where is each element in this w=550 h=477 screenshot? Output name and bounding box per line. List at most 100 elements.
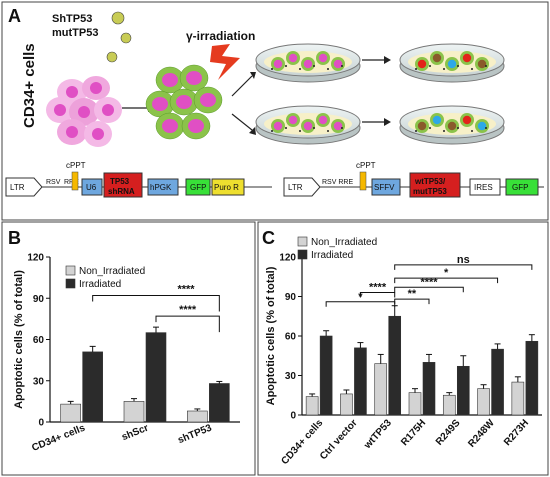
debris-dot (415, 68, 417, 70)
bar-non-irradiated (511, 381, 525, 416)
cell-nucleus (273, 59, 283, 69)
cppt-text-2: cPPT (356, 161, 376, 170)
cell-nucleus (333, 59, 343, 69)
cell-nucleus (447, 121, 457, 131)
debris-dot (341, 127, 343, 129)
debris-dot (327, 130, 329, 132)
bar-irradiated (422, 362, 436, 416)
construct-tp53: LTR RSV RRE cPPT SFFV wtTP53/ mutTP53 IR… (283, 161, 544, 198)
significance-label: **** (420, 276, 438, 288)
gfp-text-1: GFP (190, 183, 206, 192)
legend-label: Irradiated (311, 250, 353, 261)
cell-nucleus (477, 121, 487, 131)
bar-irradiated (145, 332, 167, 423)
virus-icon (106, 11, 132, 63)
y-tick-label: 30 (285, 371, 297, 382)
significance-bracket (394, 277, 499, 284)
cell-nucleus (303, 59, 313, 69)
legend-label: Non_Irradiated (79, 266, 145, 277)
debris-dot (327, 68, 329, 70)
cell-nucleus (288, 115, 298, 125)
lightning-icon (210, 44, 240, 80)
bar-non-irradiated (123, 401, 145, 423)
wt-text-2: mutTP53 (413, 187, 447, 196)
legend-swatch (297, 236, 308, 247)
bar-non-irradiated (305, 396, 319, 416)
bar-non-irradiated (442, 394, 456, 416)
bar-irradiated (354, 347, 367, 416)
cell-nucleus (477, 59, 487, 69)
construct-shrna: LTR RSV RRE cPPT U6 TP53 shRNA hPGK GFP … (5, 161, 272, 198)
legend-label: Non_Irradiated (311, 237, 377, 248)
cell-nucleus (273, 121, 283, 131)
shrna-text-1: TP53 (110, 177, 130, 186)
cell-nucleus (417, 59, 427, 69)
ltr-text-2: LTR (288, 183, 303, 192)
significance-bracket (394, 298, 430, 305)
debris-dot (485, 127, 487, 129)
bar-irradiated (82, 351, 103, 423)
debris-dot (313, 127, 315, 129)
cell-nucleus (417, 121, 427, 131)
bar-irradiated (525, 340, 539, 416)
hpgk-text: hPGK (150, 183, 172, 192)
significance-label: * (444, 267, 449, 279)
rsv-rre-text: RSV RRE (322, 179, 353, 186)
cell-nucleus (333, 121, 343, 131)
cell-nucleus (288, 53, 298, 63)
significance-label: **** (369, 282, 387, 294)
bar-irradiated (209, 383, 230, 423)
y-tick-label: 60 (285, 332, 297, 343)
wt-text-1: wtTP53/ (414, 177, 446, 186)
debris-dot (285, 127, 287, 129)
cell-nucleus (318, 53, 328, 63)
bar-non-irradiated (340, 393, 353, 416)
panel-b-frame (1, 221, 256, 476)
debris-dot (285, 65, 287, 67)
irradiation-label: γ-irradiation (186, 29, 255, 43)
gfp-text-2: GFP (512, 183, 528, 192)
y-tick-label: 120 (279, 253, 296, 264)
debris-dot (271, 130, 273, 132)
significance-bracket (92, 295, 220, 312)
transduced-cells (145, 64, 223, 140)
significance-bracket (325, 301, 396, 307)
arrow-head-icon (384, 118, 391, 126)
cell-nucleus (462, 53, 472, 63)
bar-non-irradiated (60, 403, 81, 423)
legend-label: Irradiated (79, 279, 121, 290)
significance-bracket (394, 264, 533, 270)
bar-non-irradiated (477, 388, 490, 416)
significance-bracket (394, 286, 464, 293)
arrow-down (231, 113, 253, 131)
significance-label: **** (177, 284, 195, 296)
y-tick-label: 0 (38, 418, 44, 429)
shtp53-label: ShTP53 (52, 13, 92, 25)
panel-b-letter: B (8, 228, 21, 248)
arrow-head-icon (250, 72, 256, 79)
significance-bracket (359, 292, 396, 298)
shrna-text-2: shRNA (108, 187, 135, 196)
panel-a-letter: A (8, 6, 21, 26)
ires-text: IRES (474, 183, 493, 192)
legend-swatch (65, 265, 76, 276)
arrow-head-icon (249, 127, 256, 135)
cell-nucleus (462, 115, 472, 125)
debris-dot (457, 127, 459, 129)
y-axis-label: Apoptotic cells (% of total) (265, 266, 277, 405)
legend-swatch (65, 278, 76, 289)
y-tick-label: 0 (290, 411, 296, 422)
y-tick-label: 30 (33, 376, 45, 387)
cell-nucleus (318, 115, 328, 125)
cppt-text: cPPT (66, 161, 86, 170)
debris-dot (471, 130, 473, 132)
panel-c-frame (257, 221, 549, 476)
debris-dot (429, 127, 431, 129)
puro-text: Puro R (214, 183, 239, 192)
u6-text: U6 (86, 183, 97, 192)
debris-dot (299, 68, 301, 70)
significance-label: ns (457, 254, 470, 266)
bar-non-irradiated (408, 392, 422, 416)
bar-irradiated (491, 348, 504, 416)
